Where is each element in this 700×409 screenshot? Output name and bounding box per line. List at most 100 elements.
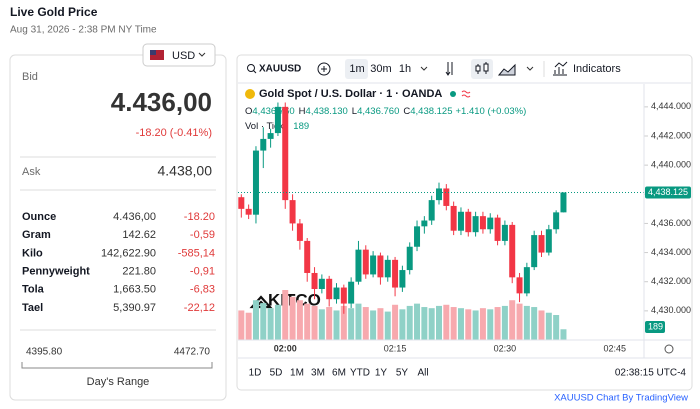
interval-button[interactable]: 30m bbox=[370, 63, 391, 75]
volume-bar bbox=[245, 312, 252, 340]
delay-icon bbox=[461, 90, 471, 98]
candle-body bbox=[465, 211, 472, 233]
candle-body bbox=[421, 220, 428, 227]
page-subtitle: Aug 31, 2026 - 2:38 PM NY Time bbox=[10, 25, 157, 36]
indicators-icon[interactable] bbox=[553, 61, 568, 76]
candle-body bbox=[450, 205, 457, 231]
last-price-box bbox=[645, 186, 691, 199]
candle-body bbox=[516, 277, 523, 294]
volume-bar bbox=[296, 300, 303, 340]
indicators-button[interactable]: Indicators bbox=[573, 63, 621, 75]
candle-body bbox=[282, 106, 289, 201]
row-change: -22,12 bbox=[184, 302, 215, 314]
compare-icon[interactable] bbox=[445, 62, 453, 76]
row-value: 1,663.50 bbox=[113, 284, 156, 296]
volume-legend: Vol · Ticks 189 bbox=[245, 121, 309, 132]
range-button[interactable]: 1D bbox=[249, 368, 262, 379]
volume-bar bbox=[399, 309, 406, 340]
volume-bar bbox=[340, 305, 347, 340]
volume-bar bbox=[531, 307, 538, 340]
ohlc-key: L bbox=[352, 106, 357, 117]
range-button[interactable]: 1Y bbox=[375, 368, 388, 379]
market-open-dot bbox=[450, 91, 456, 97]
candles-icon bbox=[483, 63, 489, 72]
row-name: Ounce bbox=[22, 211, 56, 223]
chevron bbox=[420, 66, 428, 71]
candle-body bbox=[267, 133, 274, 139]
y-tick-label: 4,430.000 bbox=[651, 305, 691, 315]
candle-body bbox=[304, 240, 311, 273]
volume-bar bbox=[304, 303, 311, 340]
candle-body bbox=[326, 278, 333, 300]
candle-body bbox=[289, 200, 296, 224]
symbol[interactable]: XAUUSD bbox=[259, 64, 301, 75]
y-tick-label: 4,442.000 bbox=[651, 130, 691, 140]
search-icon bbox=[253, 70, 257, 74]
range-button[interactable]: 6M bbox=[332, 368, 346, 379]
range-low: 4395.80 bbox=[26, 347, 63, 358]
active-interval bbox=[345, 59, 368, 79]
row-name: Pennyweight bbox=[22, 266, 90, 278]
range-button[interactable]: All bbox=[417, 368, 428, 379]
clock: 02:38:15 UTC-4 bbox=[615, 368, 687, 379]
volume-bar bbox=[523, 305, 530, 340]
interval-button[interactable]: 1h bbox=[399, 63, 411, 75]
candle-body bbox=[333, 287, 340, 300]
row-value: 142.62 bbox=[122, 229, 156, 241]
row-value: 221.80 bbox=[122, 266, 156, 278]
volume-bar bbox=[282, 290, 289, 340]
candle-body bbox=[355, 249, 362, 282]
candles-icon bbox=[475, 65, 481, 72]
symbol-logo bbox=[245, 89, 255, 99]
candle-body bbox=[311, 272, 318, 289]
settings-icon[interactable] bbox=[664, 344, 674, 354]
ohlc-value: 4,438.130 bbox=[306, 106, 348, 117]
bid-price: 4.436,00 bbox=[111, 87, 212, 117]
volume-bar bbox=[267, 308, 274, 340]
volume-bar bbox=[457, 308, 464, 340]
footer[interactable]: XAUUSD Chart By TradingView bbox=[554, 393, 688, 404]
currency-button[interactable] bbox=[142, 43, 216, 67]
volume-box bbox=[645, 321, 665, 333]
us-flag bbox=[150, 50, 164, 60]
chart-title: Gold Spot / U.S. Dollar · 1 · OANDA bbox=[259, 88, 442, 100]
currency-label[interactable]: USD bbox=[172, 50, 195, 62]
bid-change: -18.20 (-0.41%) bbox=[136, 127, 212, 139]
volume-bar bbox=[377, 308, 384, 340]
x-tick-label: 02:00 bbox=[274, 343, 297, 353]
volume-bar bbox=[252, 300, 259, 340]
row-name: Tael bbox=[22, 302, 43, 314]
range-button[interactable]: 5Y bbox=[396, 368, 409, 379]
y-tick-label: 4,432.000 bbox=[651, 276, 691, 286]
candle-body bbox=[348, 281, 355, 304]
row-name: Tola bbox=[22, 284, 45, 296]
add-symbol-icon bbox=[321, 66, 327, 72]
candle-body bbox=[479, 216, 486, 230]
volume-bar bbox=[406, 305, 413, 340]
add-symbol-icon[interactable] bbox=[317, 62, 331, 76]
volume-bar bbox=[494, 307, 501, 340]
candles-icon-bg[interactable] bbox=[471, 59, 493, 79]
row-name: Kilo bbox=[22, 247, 43, 259]
range-high: 4472.70 bbox=[174, 347, 211, 358]
candle-body bbox=[274, 106, 281, 134]
candle-body bbox=[531, 235, 538, 268]
range-button[interactable]: 1M bbox=[290, 368, 304, 379]
range-button[interactable]: YTD bbox=[350, 368, 370, 379]
ohlc-key: H bbox=[299, 106, 306, 117]
row-value: 5,390.97 bbox=[113, 302, 156, 314]
volume-bar bbox=[370, 310, 377, 340]
volume-bar bbox=[414, 303, 421, 340]
volume-bar bbox=[392, 304, 399, 340]
area-icon[interactable] bbox=[497, 63, 516, 76]
candle-body bbox=[487, 217, 494, 230]
range-button[interactable]: 5D bbox=[270, 368, 283, 379]
interval-button[interactable]: 1m bbox=[349, 63, 364, 75]
volume-bar bbox=[560, 329, 567, 340]
bid-label: Bid bbox=[22, 71, 38, 83]
volume-bar bbox=[545, 312, 552, 340]
range-button[interactable]: 3M bbox=[311, 368, 325, 379]
candle-body bbox=[538, 235, 545, 253]
volume-bar bbox=[421, 307, 428, 340]
